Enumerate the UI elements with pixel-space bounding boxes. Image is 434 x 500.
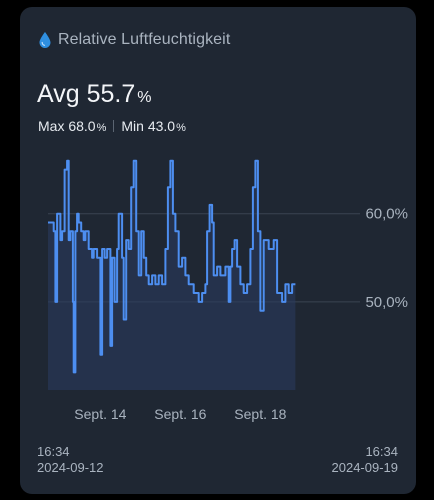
range-end-date: 2024-09-19: [331, 460, 399, 475]
min-value: Min 43.0: [121, 118, 176, 134]
x-tick-label: Sept. 14: [74, 406, 126, 422]
average-unit: %: [137, 89, 152, 106]
card-header: Relative Luftfeuchtigkeit: [38, 29, 230, 51]
range-start-time: 16:34: [37, 444, 70, 459]
max-value: Max 68.0: [38, 118, 96, 134]
card-title: Relative Luftfeuchtigkeit: [58, 31, 231, 48]
stats-divider: [113, 120, 115, 132]
series-line: [48, 159, 296, 374]
x-tick-label: Sept. 18: [234, 406, 286, 422]
x-tick-label: Sept. 16: [154, 406, 206, 422]
humidity-card[interactable]: Relative Luftfeuchtigkeit Avg 55.7 % Max…: [20, 7, 416, 494]
y-tick-label: 60,0%: [365, 206, 408, 223]
range-end: 16:34 2024-09-19: [332, 444, 399, 476]
range-start: 16:34 2024-09-12: [37, 444, 104, 476]
average-value: Avg 55.7 %: [37, 80, 151, 109]
min-unit: %: [176, 122, 186, 134]
range-start-date: 2024-09-12: [37, 460, 104, 475]
min-max-stats: Max 68.0% Min 43.0%: [38, 118, 186, 134]
max-unit: %: [96, 122, 107, 134]
humidity-line-chart[interactable]: 60,0% 50,0% Sept. 14 Sept. 16 Sept. 18: [20, 7, 416, 437]
y-tick-label: 50,0%: [365, 294, 408, 311]
water-drop-icon: [39, 32, 51, 48]
range-end-time: 16:34: [365, 444, 398, 459]
average-text: Avg 55.7: [37, 80, 136, 108]
